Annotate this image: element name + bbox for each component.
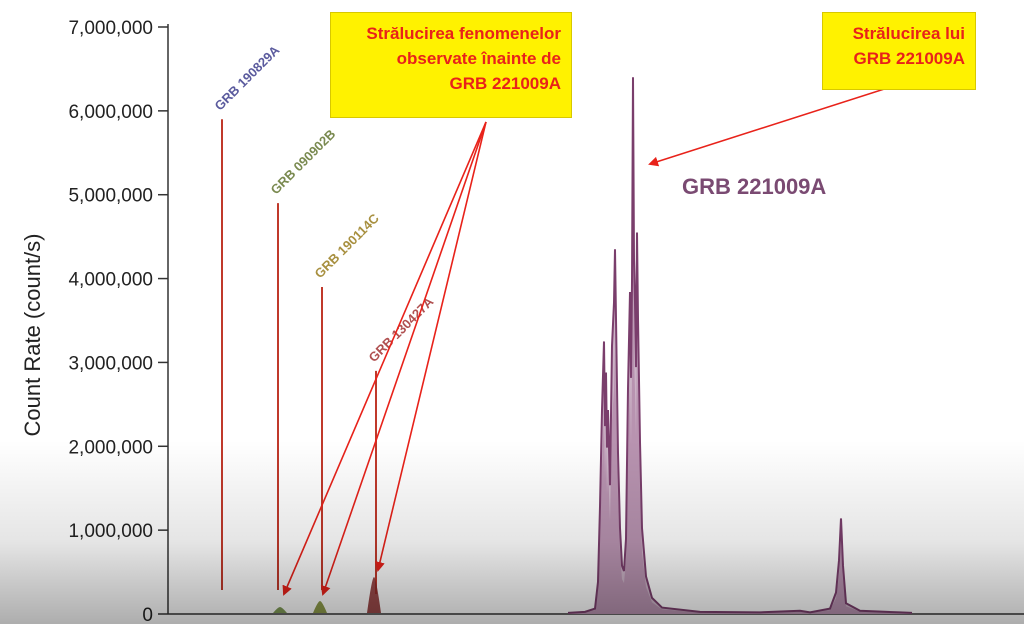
callout-prior-line-3: GRB 221009A (449, 74, 561, 93)
y-tick-label: 6,000,000 (68, 102, 153, 123)
y-tick-label: 0 (142, 605, 153, 624)
grb-baseline-bump (313, 601, 327, 613)
arrow-to-grb-090902b (282, 121, 487, 596)
grb-baseline-bump (367, 577, 381, 613)
callout-main-line-1: Strălucirea lui (852, 24, 965, 43)
y-tick-label: 7,000,000 (68, 18, 153, 39)
callout-prior-line-2: observate înainte de (396, 49, 561, 68)
y-tick-label: 5,000,000 (68, 186, 153, 207)
grb-221009a-lightcurve (567, 77, 913, 614)
callout-main-burst: Strălucirea lui GRB 221009A (822, 12, 976, 90)
y-tick-label: 4,000,000 (68, 270, 153, 291)
y-tick-label: 1,000,000 (68, 521, 153, 542)
grb-spike-label: GRB 190114C (312, 210, 383, 281)
arrow-to-grb-130427a (375, 121, 487, 572)
grb-spike-label: GRB 090902B (268, 126, 339, 197)
y-axis-label: Count Rate (count/s) (20, 234, 45, 437)
grb-spike-label: GRB 130427A (366, 294, 437, 365)
arrow-to-grb-190114c (320, 121, 487, 596)
grb-baseline-bump (273, 607, 287, 613)
grb-221009a-area-inner (568, 227, 912, 614)
grb-221009a-label: GRB 221009A (682, 174, 826, 199)
callout-prior-line-1: Strălucirea fenomenelor (366, 24, 561, 43)
callout-prior-bursts: Strălucirea fenomenelor observate înaint… (330, 12, 572, 118)
callout-main-line-2: GRB 221009A (853, 49, 965, 68)
grb-spike-label: GRB 190829A (212, 42, 283, 113)
y-tick-label: 3,000,000 (68, 353, 153, 374)
arrow-to-grb-221009a (648, 83, 901, 167)
y-tick-label: 2,000,000 (68, 437, 153, 458)
